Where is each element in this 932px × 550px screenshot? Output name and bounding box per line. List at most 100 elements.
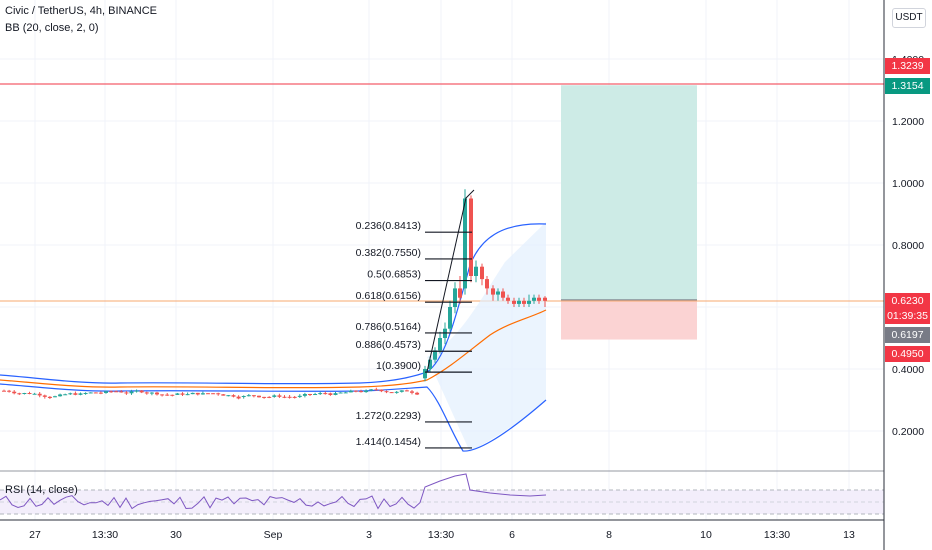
- time-tick-label: 13:30: [764, 529, 790, 541]
- candle-body: [175, 393, 180, 395]
- candle-body: [438, 338, 442, 351]
- candle-body: [343, 392, 348, 394]
- candle-body: [139, 390, 144, 393]
- candle-body: [2, 390, 6, 392]
- bollinger-bands: [0, 222, 547, 452]
- candle-body: [469, 198, 473, 276]
- candle-body: [379, 389, 384, 392]
- candle-body: [415, 392, 420, 395]
- candle-body: [155, 392, 159, 395]
- price-badge-last: 0.6230: [885, 293, 930, 309]
- time-tick-label: 6: [509, 529, 515, 541]
- price-tick-label: 1.0000: [892, 178, 924, 190]
- candle-body: [246, 395, 251, 397]
- candle-body: [63, 394, 68, 396]
- candle-body: [221, 394, 226, 396]
- bb-basis-line: [0, 309, 547, 389]
- indicator-legend[interactable]: BB (20, close, 2, 0): [5, 22, 99, 34]
- candle-body: [522, 300, 526, 304]
- candle-body: [453, 288, 457, 307]
- candle-body: [32, 393, 37, 395]
- candle-body: [78, 393, 83, 395]
- fib-level-label: 0.382(0.7550): [356, 247, 421, 259]
- candle-body: [195, 392, 200, 395]
- candle-body: [394, 391, 399, 393]
- currency-button[interactable]: USDT: [892, 8, 926, 28]
- price-badge-stop: 0.4950: [885, 346, 930, 362]
- horizontal-lines: [0, 83, 884, 302]
- candle-body: [302, 394, 307, 396]
- rsi-legend[interactable]: RSI (14, close): [5, 484, 78, 496]
- price-badge-target-high: 1.3239: [885, 58, 930, 74]
- loss-zone[interactable]: [561, 299, 697, 340]
- candle-body: [129, 391, 134, 394]
- candle-body: [428, 359, 432, 369]
- fibonacci-extension[interactable]: 0.236(0.8413) 0.382(0.7550) 0.5(0.6853) 0.6…: [356, 189, 475, 449]
- candle-body: [88, 392, 93, 394]
- candle-body: [527, 300, 531, 304]
- candle-body: [282, 396, 287, 398]
- candle-body: [423, 369, 427, 379]
- candle-body: [389, 392, 394, 394]
- candle-body: [410, 391, 414, 393]
- candle-body: [348, 390, 353, 393]
- fib-level-label: 0.886(0.4573): [356, 339, 421, 351]
- candle-body: [206, 393, 210, 395]
- candle-body: [73, 393, 78, 395]
- candle-body: [124, 392, 129, 394]
- candle-body: [474, 266, 478, 276]
- bb-lower-band: [0, 383, 547, 452]
- profit-zone[interactable]: [561, 85, 697, 300]
- candle-body: [313, 394, 318, 396]
- fib-level-label: 0.236(0.8413): [356, 220, 421, 232]
- candle-body: [496, 291, 500, 295]
- candle-body: [7, 390, 12, 392]
- candle-body: [185, 394, 190, 396]
- time-tick-label: 13: [843, 529, 855, 541]
- candle-body: [369, 389, 374, 391]
- symbol-legend[interactable]: Civic / TetherUS, 4h, BINANCE: [5, 5, 158, 17]
- long-position-tool[interactable]: [561, 85, 697, 340]
- candle-body: [104, 391, 108, 393]
- price-tick-label: 0.8000: [892, 240, 924, 252]
- candle-body: [333, 393, 338, 395]
- candle-body: [399, 390, 404, 392]
- fib-trend-line: [426, 189, 475, 373]
- fib-level-label: 0.5(0.6853): [367, 269, 421, 281]
- price-badge-target: 1.3154: [885, 78, 930, 94]
- candle-body: [323, 393, 328, 395]
- chart-background: [0, 0, 884, 520]
- candle-body: [241, 396, 246, 398]
- candle-body: [328, 393, 333, 395]
- candle-body: [180, 393, 185, 395]
- candle-body: [93, 392, 98, 394]
- candle-body: [114, 391, 119, 393]
- candle-body: [480, 266, 484, 280]
- candle-body: [27, 393, 32, 395]
- candle-body: [532, 297, 536, 301]
- time-tick-label: 8: [606, 529, 612, 541]
- candle-body: [144, 392, 149, 394]
- candle-body: [292, 396, 297, 398]
- price-badge-bb-basis: 0.6197: [885, 327, 930, 343]
- time-tick-label: Sep: [264, 529, 283, 541]
- fib-level-label: 1.272(0.2293): [356, 410, 421, 422]
- price-tick-label: 1.2000: [892, 116, 924, 128]
- fib-level-label: 0.786(0.5164): [356, 321, 421, 333]
- rsi-line: [0, 473, 547, 510]
- candle-body: [364, 390, 369, 393]
- candle-body: [251, 395, 256, 397]
- candle-body: [58, 394, 63, 397]
- candle-body: [216, 393, 221, 395]
- candle-body: [374, 389, 379, 391]
- candle-body: [134, 390, 139, 392]
- candle-body: [272, 395, 277, 397]
- time-tick-label: 3: [366, 529, 372, 541]
- candle-body: [119, 391, 124, 393]
- candle-body: [463, 198, 467, 289]
- candle-body: [458, 288, 462, 298]
- candle-body: [17, 393, 22, 395]
- fib-level-label: 1.414(0.1454): [356, 436, 421, 448]
- time-tick-label: 13:30: [428, 529, 454, 541]
